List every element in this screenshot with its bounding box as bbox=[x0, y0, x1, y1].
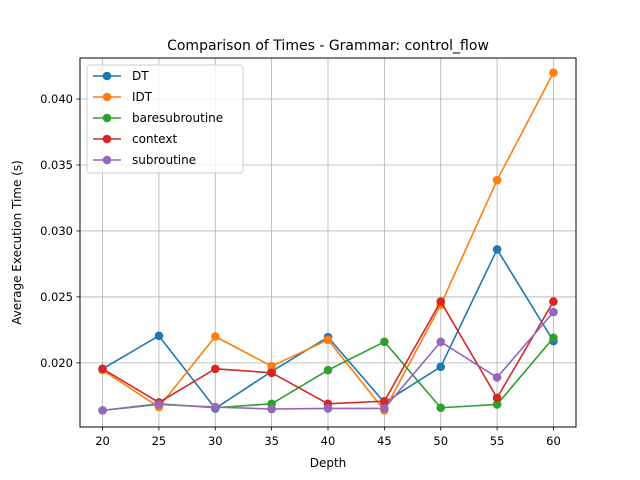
x-tick-label: 40 bbox=[321, 434, 336, 448]
series-subroutine bbox=[98, 307, 558, 415]
legend-label: subroutine bbox=[132, 153, 196, 167]
data-point-baresubroutine bbox=[549, 333, 558, 343]
x-tick-label: 35 bbox=[264, 434, 279, 448]
x-tick-label: 60 bbox=[546, 434, 561, 448]
y-tick-label: 0.035 bbox=[40, 158, 73, 172]
legend-marker bbox=[102, 71, 112, 81]
legend-label: IDT bbox=[132, 90, 153, 104]
x-tick-label: 55 bbox=[490, 434, 505, 448]
legend-label: context bbox=[132, 132, 178, 146]
x-tick-label: 20 bbox=[95, 434, 110, 448]
chart-title: Comparison of Times - Grammar: control_f… bbox=[167, 38, 489, 54]
legend: DT IDT baresubroutine context subroutine bbox=[86, 64, 244, 174]
legend-marker bbox=[102, 113, 112, 123]
data-point-DT bbox=[492, 245, 502, 254]
data-point-subroutine bbox=[436, 337, 446, 347]
data-point-context bbox=[98, 364, 107, 374]
data-point-IDT bbox=[210, 332, 220, 341]
y-axis-label: Average Execution Time (s) bbox=[10, 160, 24, 325]
data-point-subroutine bbox=[267, 404, 276, 414]
x-axis-label: Depth bbox=[310, 456, 347, 470]
series-group bbox=[98, 68, 558, 415]
legend-item: DT bbox=[93, 69, 149, 83]
data-point-subroutine bbox=[210, 402, 220, 412]
data-point-subroutine bbox=[98, 406, 107, 415]
legend-marker bbox=[102, 134, 112, 144]
data-point-context bbox=[492, 393, 502, 403]
data-point-baresubroutine bbox=[436, 403, 446, 413]
legend-marker bbox=[102, 92, 112, 102]
data-point-subroutine bbox=[380, 404, 389, 413]
data-point-context bbox=[267, 368, 276, 378]
data-point-subroutine bbox=[492, 373, 502, 382]
data-point-subroutine bbox=[323, 404, 333, 413]
legend-box bbox=[86, 64, 244, 174]
x-tick-label: 45 bbox=[377, 434, 392, 448]
x-tick-label: 25 bbox=[152, 434, 167, 448]
data-point-baresubroutine bbox=[492, 400, 502, 409]
data-point-IDT bbox=[492, 175, 502, 185]
y-tick-label: 0.030 bbox=[40, 224, 73, 238]
x-tick-label: 50 bbox=[433, 434, 448, 448]
data-point-baresubroutine bbox=[380, 337, 389, 347]
data-point-IDT bbox=[323, 335, 333, 345]
y-axis-ticks: 0.020 0.025 0.030 0.035 0.040 bbox=[40, 92, 80, 370]
legend-label: DT bbox=[132, 69, 149, 83]
y-tick-label: 0.040 bbox=[40, 92, 73, 106]
data-point-subroutine bbox=[549, 307, 558, 317]
legend-item: IDT bbox=[93, 90, 153, 104]
data-point-IDT bbox=[549, 68, 558, 77]
x-axis-ticks: 20 25 30 35 40 45 50 55 60 bbox=[95, 427, 561, 448]
data-point-context bbox=[380, 396, 389, 406]
data-point-subroutine bbox=[154, 400, 164, 409]
legend-label: baresubroutine bbox=[132, 111, 223, 125]
legend-item: context bbox=[93, 132, 178, 146]
data-point-context bbox=[549, 297, 558, 306]
data-point-IDT bbox=[267, 361, 276, 371]
legend-item: subroutine bbox=[93, 153, 196, 167]
data-point-context bbox=[210, 364, 220, 374]
data-point-DT bbox=[436, 362, 446, 372]
legend-item: baresubroutine bbox=[93, 111, 223, 125]
legend-marker bbox=[102, 155, 112, 165]
y-tick-label: 0.025 bbox=[40, 290, 73, 304]
data-point-baresubroutine bbox=[323, 365, 333, 375]
y-tick-label: 0.020 bbox=[40, 356, 73, 370]
data-point-DT bbox=[154, 331, 164, 341]
x-tick-label: 30 bbox=[208, 434, 223, 448]
data-point-context bbox=[436, 297, 446, 306]
